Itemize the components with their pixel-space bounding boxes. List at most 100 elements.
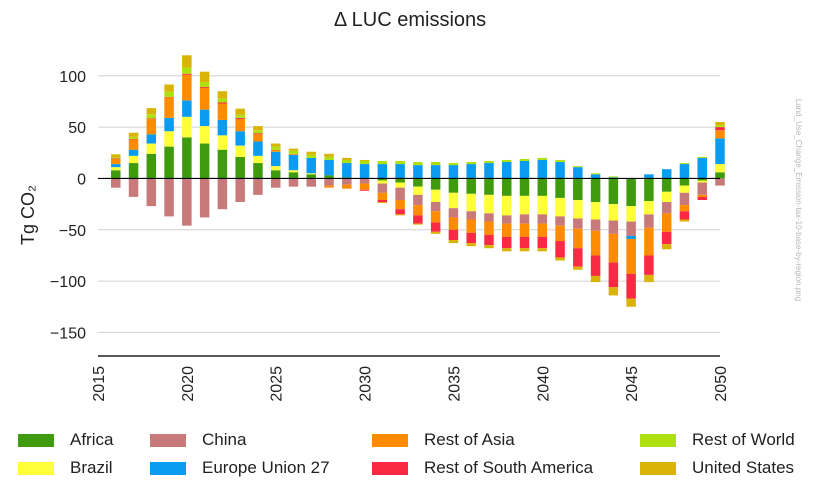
bar-segment (413, 223, 423, 225)
bar-segment (555, 162, 565, 179)
bar-segment (519, 236, 530, 249)
bar-segment (342, 157, 352, 160)
bar-segment (395, 209, 405, 215)
x-tick-labels: 2015 2020 2025 2030 2035 2040 2045 2050 (91, 366, 730, 402)
legend-swatch (640, 433, 676, 447)
bar-segment (164, 96, 174, 98)
legend-swatch (18, 461, 54, 475)
bar-segment (111, 157, 121, 159)
x-tick-label: 2045 (624, 366, 641, 402)
bar-segment (537, 195, 548, 215)
bar-segment (377, 202, 388, 204)
bar-segment (377, 180, 388, 184)
bar-segment (484, 163, 494, 179)
bar-segment (146, 143, 157, 154)
bar-segment (146, 108, 157, 115)
legend-item: Rest of World (640, 430, 795, 450)
legend-label: China (202, 430, 247, 449)
y-tick-label: 100 (59, 69, 86, 86)
bar-segment (111, 170, 121, 179)
bar-segment (217, 149, 228, 179)
bar-segment (626, 273, 636, 299)
bar-segment (359, 164, 370, 179)
bar-segment (182, 100, 192, 117)
bar-segment (128, 136, 139, 139)
bar-segment (626, 235, 636, 239)
bar-segment (661, 244, 672, 250)
bar-segment (253, 133, 263, 135)
bar-segment (697, 157, 707, 179)
bar-segment (448, 192, 459, 209)
bar-segment (199, 143, 210, 179)
bar-segment (484, 160, 494, 164)
bar-segment (661, 231, 672, 245)
bar-segment (324, 159, 334, 176)
bar-segment (448, 240, 459, 244)
bar-segment (324, 185, 334, 188)
bar-segment (288, 150, 299, 154)
bar-segment (466, 164, 476, 179)
bar-segment (199, 88, 210, 110)
bar-segment (501, 178, 512, 196)
bar-segment (501, 195, 512, 216)
bar-segment (626, 178, 636, 207)
bar-segment (466, 232, 476, 244)
y-tick-labels: 100 50 0 −50 −100 −150 (50, 69, 86, 343)
bar-segment (644, 201, 654, 215)
bar-segment (430, 202, 441, 212)
bar-segment (359, 178, 370, 184)
bar-segment (413, 186, 423, 195)
bar-segment (697, 178, 707, 181)
bar-segment (484, 213, 494, 222)
bar-segment (395, 160, 405, 165)
bar-segment (555, 159, 565, 163)
bar-segment (128, 163, 139, 179)
bar-segment (342, 163, 352, 178)
bar-segment (519, 160, 530, 179)
bar-segment (253, 134, 263, 142)
bar-segment (555, 257, 565, 261)
bar-segment (448, 229, 459, 241)
bar-segment (199, 81, 210, 88)
bars (111, 55, 725, 307)
bar-segment (519, 178, 530, 196)
legend-item: Rest of South America (372, 458, 593, 478)
bar-segment (182, 67, 192, 74)
bar-segment (679, 219, 690, 222)
bar-segment (644, 178, 654, 202)
bar-segment (590, 275, 601, 283)
bar-segment (697, 196, 707, 200)
bar-segment (661, 191, 672, 203)
bar-segment (413, 215, 423, 224)
bar-segment (377, 192, 388, 200)
legend-item: Rest of Asia (372, 430, 515, 450)
bar-segment (697, 182, 707, 195)
bar-segment (484, 245, 494, 249)
bar-segment (324, 153, 334, 157)
bar-segment (573, 248, 583, 267)
x-tick-label: 2015 (91, 366, 108, 402)
bar-segment (111, 167, 121, 171)
x-tick-label: 2040 (535, 366, 552, 402)
bar-segment (270, 146, 281, 150)
bar-segment (342, 178, 352, 185)
bar-segment (413, 205, 423, 216)
bar-segment (217, 102, 228, 104)
bar-segment (235, 117, 245, 119)
bar-segment (217, 178, 228, 210)
bar-segment (413, 194, 423, 206)
bar-segment (501, 236, 512, 249)
bar-segment (324, 175, 334, 179)
bar-segment (430, 211, 441, 223)
y-tick-label: −50 (59, 223, 86, 240)
bar-segment (182, 137, 192, 179)
bar-segment (590, 173, 601, 175)
bar-segment (270, 149, 281, 152)
bar-segment (448, 208, 459, 218)
bar-segment (715, 178, 725, 186)
bar-segment (590, 178, 601, 203)
bar-segment (164, 97, 174, 118)
bar-segment (377, 160, 388, 165)
bar-segment (270, 143, 281, 147)
bar-segment (715, 125, 725, 128)
